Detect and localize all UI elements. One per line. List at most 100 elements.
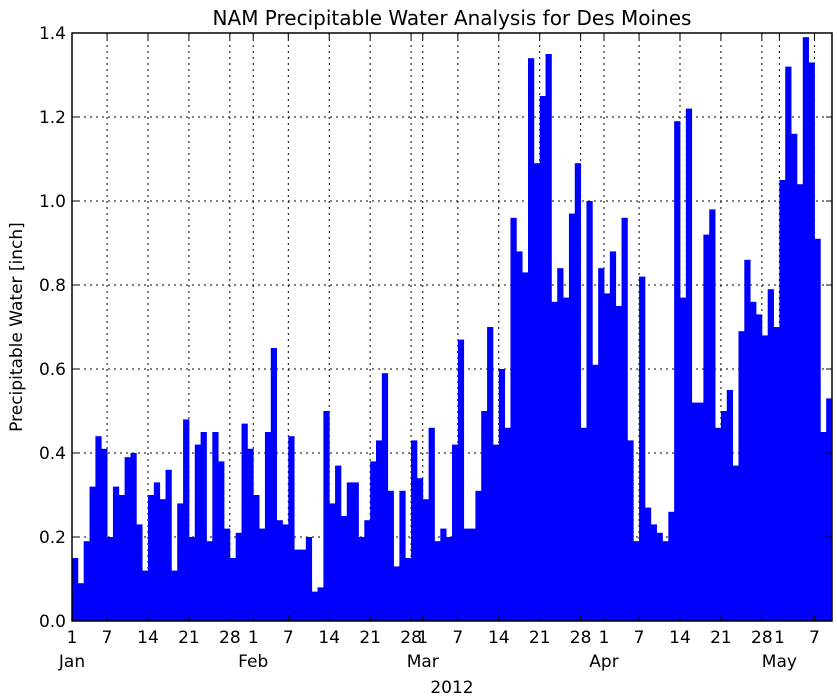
bar xyxy=(218,461,225,621)
bar xyxy=(288,436,295,621)
bar xyxy=(346,482,354,621)
bar xyxy=(633,541,640,621)
bar xyxy=(557,268,564,621)
bar xyxy=(153,482,161,621)
bar xyxy=(574,163,582,621)
bar xyxy=(335,465,342,621)
bar xyxy=(720,411,728,621)
bar xyxy=(259,528,266,621)
chart-title: NAM Precipitable Water Analysis for Des … xyxy=(213,6,692,30)
x-tick-label: 28 xyxy=(751,628,773,648)
bar xyxy=(276,520,283,621)
bar xyxy=(107,537,114,621)
plot-frame xyxy=(71,32,833,622)
bar xyxy=(685,108,693,622)
bar xyxy=(726,390,734,621)
bar xyxy=(492,444,500,621)
bar xyxy=(159,499,166,621)
bar xyxy=(808,62,815,621)
bar xyxy=(545,54,552,621)
y-tick-label: 1.0 xyxy=(39,192,66,212)
bar xyxy=(750,301,757,621)
bar xyxy=(370,461,377,621)
bar xyxy=(411,440,418,621)
x-tick-label: 7 xyxy=(809,628,820,648)
x-tick-label: 28 xyxy=(400,628,422,648)
bar xyxy=(709,209,716,621)
x-tick-label: 21 xyxy=(529,628,551,648)
bar xyxy=(656,532,663,621)
bar xyxy=(802,37,810,621)
bar xyxy=(130,453,137,621)
bar xyxy=(592,364,599,621)
bar xyxy=(820,432,827,621)
bar xyxy=(428,427,435,621)
bar xyxy=(563,297,570,621)
bar xyxy=(148,495,155,621)
bar xyxy=(715,427,722,621)
bar xyxy=(89,486,96,621)
bar xyxy=(528,58,535,621)
bar xyxy=(446,537,453,621)
bar xyxy=(452,444,459,621)
bar xyxy=(247,448,254,621)
bar xyxy=(756,314,763,621)
bar xyxy=(405,558,412,621)
bar xyxy=(311,591,318,621)
y-tick-label: 0.6 xyxy=(39,360,66,380)
bars xyxy=(72,37,833,622)
bar xyxy=(463,528,470,621)
bar xyxy=(422,499,430,621)
bar xyxy=(674,121,681,621)
bar xyxy=(253,495,260,621)
bar xyxy=(796,184,804,621)
bar xyxy=(200,432,207,621)
bar xyxy=(791,133,798,622)
bar xyxy=(580,427,587,621)
bar xyxy=(358,537,365,621)
bar xyxy=(767,289,774,621)
bar xyxy=(323,411,330,621)
x-tick-label: 1 xyxy=(774,628,785,648)
bar xyxy=(300,549,307,621)
x-tick-label: 14 xyxy=(669,628,691,648)
x-month-label: Jan xyxy=(58,652,85,672)
bar xyxy=(697,402,704,621)
bar xyxy=(264,432,272,621)
bar xyxy=(399,490,406,621)
bar xyxy=(241,423,248,621)
bar xyxy=(124,457,131,621)
bar xyxy=(270,348,278,621)
bar xyxy=(387,490,394,621)
bar xyxy=(533,163,541,621)
bar xyxy=(101,448,108,621)
bar xyxy=(352,482,359,621)
bar xyxy=(668,511,675,621)
bar xyxy=(83,541,90,621)
bar xyxy=(136,524,143,621)
bar xyxy=(609,251,617,621)
bar xyxy=(761,335,769,621)
bar xyxy=(381,373,389,621)
y-tick-label: 1.4 xyxy=(39,24,66,44)
x-tick-label: 1 xyxy=(248,628,259,648)
bar xyxy=(317,587,324,621)
x-tick-label: 1 xyxy=(599,628,610,648)
bar xyxy=(516,251,523,621)
x-tick-label: 1 xyxy=(67,628,78,648)
bar xyxy=(586,201,593,621)
bar xyxy=(77,583,85,621)
bar xyxy=(364,520,371,621)
bar xyxy=(644,507,652,621)
bar xyxy=(498,369,506,621)
bar xyxy=(183,419,190,621)
x-axis-label: 2012 xyxy=(430,678,473,698)
bar xyxy=(744,259,751,621)
bar xyxy=(738,331,745,621)
bar xyxy=(691,402,698,621)
bar xyxy=(826,398,833,621)
bar xyxy=(510,217,517,622)
bar xyxy=(194,444,202,621)
